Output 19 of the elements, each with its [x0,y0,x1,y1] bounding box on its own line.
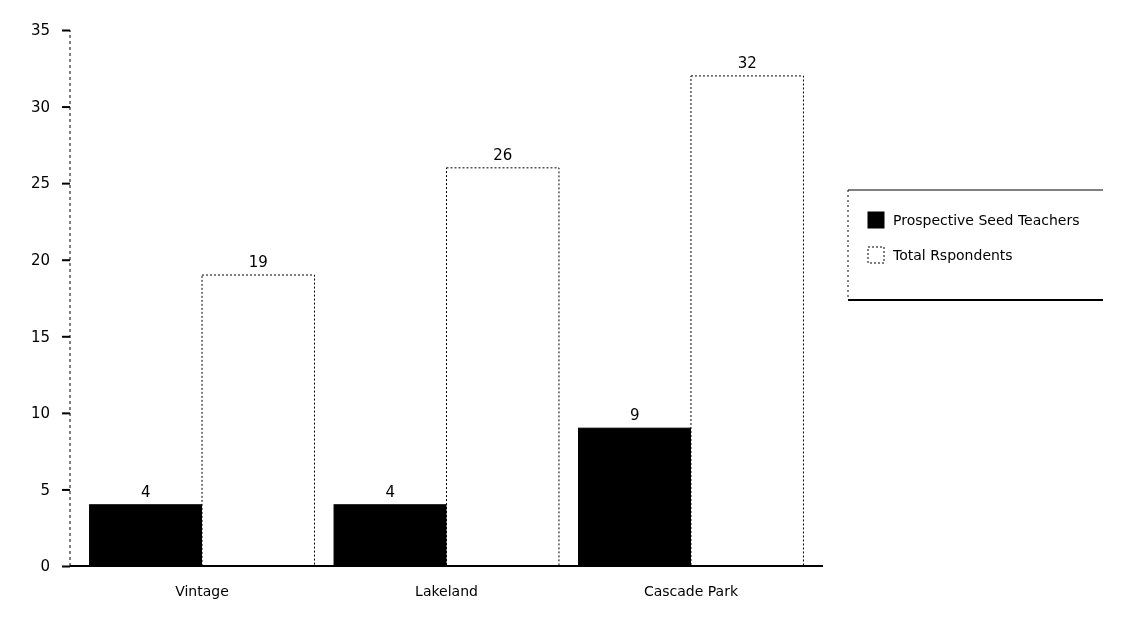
y-tick-label: 0 [40,557,50,576]
y-tick-label: 35 [30,21,50,40]
y-tick-label: 15 [30,327,50,346]
data-label: 26 [493,145,513,164]
data-label: 32 [737,53,757,72]
data-label: 19 [248,253,268,272]
y-tick-label: 10 [30,404,50,423]
legend-label: Prospective Seed Teachers [893,212,1080,228]
data-label: 4 [385,482,396,501]
y-tick-label: 5 [40,480,50,499]
y-tick-label: 20 [30,251,50,270]
legend-label: Total Rspondents [892,247,1013,263]
data-label: 9 [629,406,640,425]
x-tick-label: Vintage [175,583,229,599]
x-tick-label: Lakeland [415,583,478,599]
y-tick-label: 30 [30,97,50,116]
y-tick-label: 25 [30,174,50,193]
data-label: 4 [141,482,151,501]
x-tick-label: Cascade Park [643,583,739,599]
